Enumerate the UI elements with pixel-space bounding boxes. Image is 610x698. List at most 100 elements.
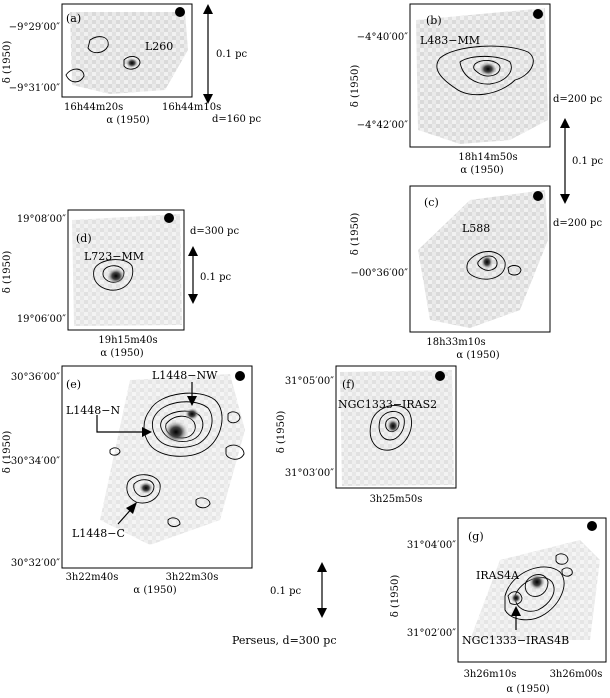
contour bbox=[133, 479, 155, 497]
contour bbox=[504, 566, 565, 621]
source-label: NGC1333−IRAS2 bbox=[338, 398, 437, 411]
y-tick-label: 30°32′00″ bbox=[11, 558, 60, 569]
panel-letter: (e) bbox=[66, 378, 81, 391]
contour bbox=[109, 447, 121, 456]
beam-marker bbox=[435, 371, 445, 381]
beam-marker bbox=[235, 371, 245, 381]
contour bbox=[65, 68, 85, 83]
y-tick-label: 30°36′00″ bbox=[11, 372, 60, 383]
y-axis-label: δ (1950) bbox=[350, 213, 361, 256]
x-tick-label: 3h25m50s bbox=[370, 494, 423, 505]
dust-core bbox=[107, 268, 125, 284]
contour bbox=[473, 60, 501, 77]
contour bbox=[126, 474, 161, 504]
dust-core bbox=[139, 482, 153, 494]
y-tick-label: 31°04′00″ bbox=[407, 540, 456, 551]
panel-g: (g) IRAS4A NGC1333−IRAS4B 31°04′00″ 31°0… bbox=[390, 517, 607, 695]
x-axis-label: α (1950) bbox=[460, 165, 503, 176]
y-tick-label: 19°08′00″ bbox=[17, 214, 66, 225]
beam-marker bbox=[587, 521, 597, 531]
y-tick-label: 31°05′00″ bbox=[285, 376, 334, 387]
source-label-4b: NGC1333−IRAS4B bbox=[462, 634, 569, 647]
y-tick-label: 19°06′00″ bbox=[17, 314, 66, 325]
beam-marker bbox=[533, 9, 543, 19]
contour bbox=[378, 411, 405, 441]
x-tick-label: 3h26m00s bbox=[550, 669, 603, 680]
scalebar-distance: d=200 pc bbox=[553, 218, 602, 229]
dust-core bbox=[387, 419, 399, 433]
panel-b: (b) L483−MM −4°40′00″ −4°42′00″ δ (1950)… bbox=[350, 3, 551, 176]
scalebar-d: d=300 pc 0.1 pc bbox=[188, 226, 239, 304]
scalebar-size: 0.1 pc bbox=[200, 272, 231, 283]
source-label: L260 bbox=[145, 40, 173, 53]
contour bbox=[369, 405, 412, 451]
panel-c: (c) L588 −00°36′00″ δ (1950) 18h33m10s α… bbox=[350, 185, 551, 361]
contour bbox=[143, 392, 223, 457]
contour bbox=[195, 497, 211, 509]
scalebar-a: 0.1 pc d=160 pc bbox=[203, 4, 261, 125]
y-tick-label: 31°03′00″ bbox=[285, 468, 334, 479]
y-axis-label: δ (1950) bbox=[350, 65, 361, 108]
source-label-n: L1448−N bbox=[66, 404, 121, 417]
contour bbox=[436, 45, 534, 96]
dust-core bbox=[511, 593, 521, 603]
x-axis-label: α (1950) bbox=[456, 350, 499, 361]
x-axis-label: α (1950) bbox=[100, 348, 143, 359]
source-label: L723−MM bbox=[84, 250, 144, 263]
contour bbox=[167, 517, 181, 527]
source-label: L483−MM bbox=[420, 34, 480, 47]
panel-letter: (g) bbox=[468, 530, 484, 543]
x-tick-label: 3h22m40s bbox=[66, 572, 119, 583]
y-tick-label: −4°40′00″ bbox=[357, 32, 408, 43]
contour bbox=[123, 56, 141, 70]
beam-marker bbox=[175, 7, 185, 17]
dust-core bbox=[529, 574, 545, 590]
panel-f: (f) NGC1333−IRAS2 31°05′00″ 31°03′00″ δ … bbox=[276, 365, 457, 505]
scalebar-size: 0.1 pc bbox=[572, 156, 603, 167]
contour bbox=[87, 36, 109, 54]
contour bbox=[561, 567, 573, 577]
x-tick-label: 18h14m50s bbox=[458, 152, 517, 163]
dust-core bbox=[479, 62, 497, 76]
x-tick-label: 3h22m30s bbox=[166, 572, 219, 583]
x-tick-label: 16h44m20s bbox=[64, 102, 123, 113]
contour bbox=[507, 591, 523, 605]
scalebar-bc: d=200 pc 0.1 pc d=200 pc bbox=[553, 94, 603, 229]
source-label-4a: IRAS4A bbox=[476, 569, 520, 582]
y-tick-label: −4°42′00″ bbox=[357, 120, 408, 131]
y-tick-label: −9°31′00″ bbox=[9, 83, 60, 94]
contour bbox=[507, 265, 522, 276]
x-tick-label: 19h15m40s bbox=[98, 335, 157, 346]
y-tick-label: −9°29′00″ bbox=[9, 22, 60, 33]
scalebar-size: 0.1 pc bbox=[270, 586, 301, 597]
contour bbox=[466, 251, 506, 280]
x-axis-label: α (1950) bbox=[106, 115, 149, 126]
y-tick-label: 31°02′00″ bbox=[407, 628, 456, 639]
scalebar-distance: d=300 pc bbox=[190, 226, 239, 237]
y-axis-label: δ (1950) bbox=[2, 431, 13, 474]
dust-core bbox=[164, 421, 188, 443]
contour bbox=[93, 259, 134, 291]
dust-core bbox=[185, 408, 199, 420]
source-label: L588 bbox=[462, 222, 490, 235]
beam-marker bbox=[533, 191, 543, 201]
panel-d: (d) L723−MM 19°08′00″ 19°06′00″ δ (1950)… bbox=[2, 209, 185, 359]
scalebar-caption: Perseus, d=300 pc bbox=[232, 634, 337, 647]
y-tick-label: −00°36′00″ bbox=[350, 268, 408, 279]
dust-core bbox=[126, 58, 138, 68]
y-axis-label: δ (1950) bbox=[276, 411, 287, 454]
beam-marker bbox=[164, 213, 174, 223]
panel-letter: (c) bbox=[424, 196, 439, 209]
x-axis-label: α (1950) bbox=[133, 585, 176, 596]
panel-e: (e) L1448−NW L1448−N L1448−C 30°36′00″ 3… bbox=[2, 365, 253, 596]
panel-a: (a) L260 −9°29′00″ −9°31′00″ δ (1950) 16… bbox=[2, 3, 221, 126]
y-tick-label: 30°34′00″ bbox=[11, 456, 60, 467]
scalebar-distance: d=200 pc bbox=[553, 94, 602, 105]
panel-letter: (b) bbox=[426, 14, 442, 27]
x-tick-label: 16h44m10s bbox=[162, 102, 221, 113]
y-axis-label: δ (1950) bbox=[2, 251, 13, 294]
source-label-c: L1448−C bbox=[72, 527, 125, 540]
x-axis-label: α (1950) bbox=[506, 684, 549, 695]
contour bbox=[459, 55, 512, 85]
contour bbox=[555, 553, 569, 565]
